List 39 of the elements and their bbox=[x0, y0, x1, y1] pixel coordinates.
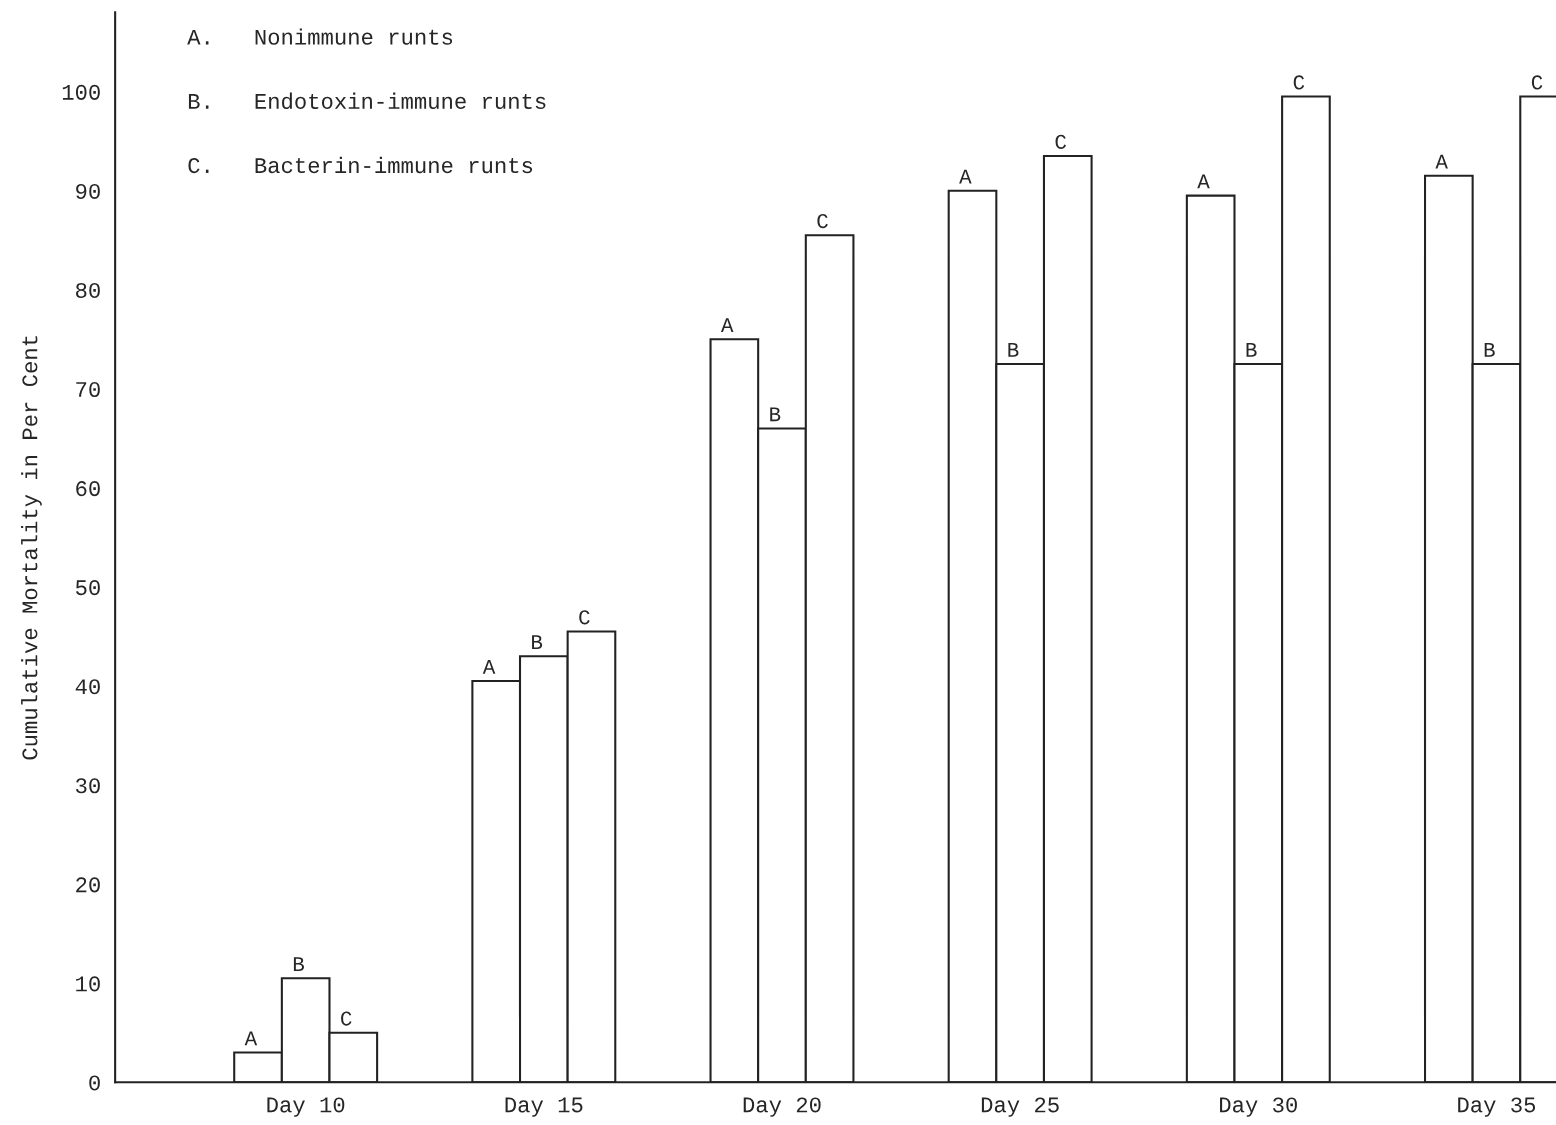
text: B bbox=[1484, 343, 1495, 357]
text: B bbox=[1008, 343, 1019, 357]
text: A bbox=[720, 318, 734, 332]
y-tick-label: 10 bbox=[76, 976, 100, 992]
text: C bbox=[1055, 134, 1066, 149]
annotation: C. Bacterin-immune runts bbox=[188, 156, 533, 174]
x-tick-label: Day 15 bbox=[505, 1097, 583, 1117]
text: C bbox=[1293, 75, 1305, 90]
text: B bbox=[1246, 343, 1257, 357]
y-tick-label: 80 bbox=[76, 282, 100, 299]
y-axis-title: Cumulative Mortality in Per Cent bbox=[21, 336, 42, 760]
text: C bbox=[817, 214, 828, 229]
y-tick-label: 100 bbox=[62, 84, 100, 100]
text: C bbox=[1531, 75, 1543, 90]
y-tick-label: 30 bbox=[75, 778, 100, 794]
x-tick-label: Day 35 bbox=[1458, 1097, 1536, 1117]
text: A bbox=[482, 660, 496, 674]
text: A bbox=[1197, 174, 1210, 189]
text: B bbox=[532, 635, 543, 649]
series-label: B bbox=[293, 957, 304, 971]
text: A bbox=[959, 169, 972, 184]
annotation: A. Nonimmune runts bbox=[187, 28, 453, 45]
y-tick-label: 40 bbox=[75, 679, 100, 695]
x-tick-label: Day 25 bbox=[981, 1097, 1059, 1117]
annotation: B. Endotoxin-immune runts bbox=[188, 92, 546, 109]
x-tick-label: Day 10 bbox=[267, 1097, 345, 1117]
x-tick-label: Day 20 bbox=[743, 1097, 821, 1117]
series-label: A bbox=[244, 1031, 258, 1046]
y-tick-label: 0 bbox=[89, 1075, 100, 1091]
x-tick-label: Day 30 bbox=[1220, 1097, 1297, 1117]
text: C bbox=[579, 610, 590, 625]
y-tick-label: 50 bbox=[75, 580, 100, 596]
series-label: C bbox=[341, 1011, 352, 1026]
y-tick-label: 90 bbox=[76, 183, 100, 199]
text: B bbox=[770, 407, 781, 422]
y-tick-label: 20 bbox=[76, 877, 100, 893]
text: A bbox=[1435, 154, 1448, 169]
y-tick-label: 70 bbox=[76, 382, 100, 398]
y-tick-label: 60 bbox=[76, 481, 100, 497]
